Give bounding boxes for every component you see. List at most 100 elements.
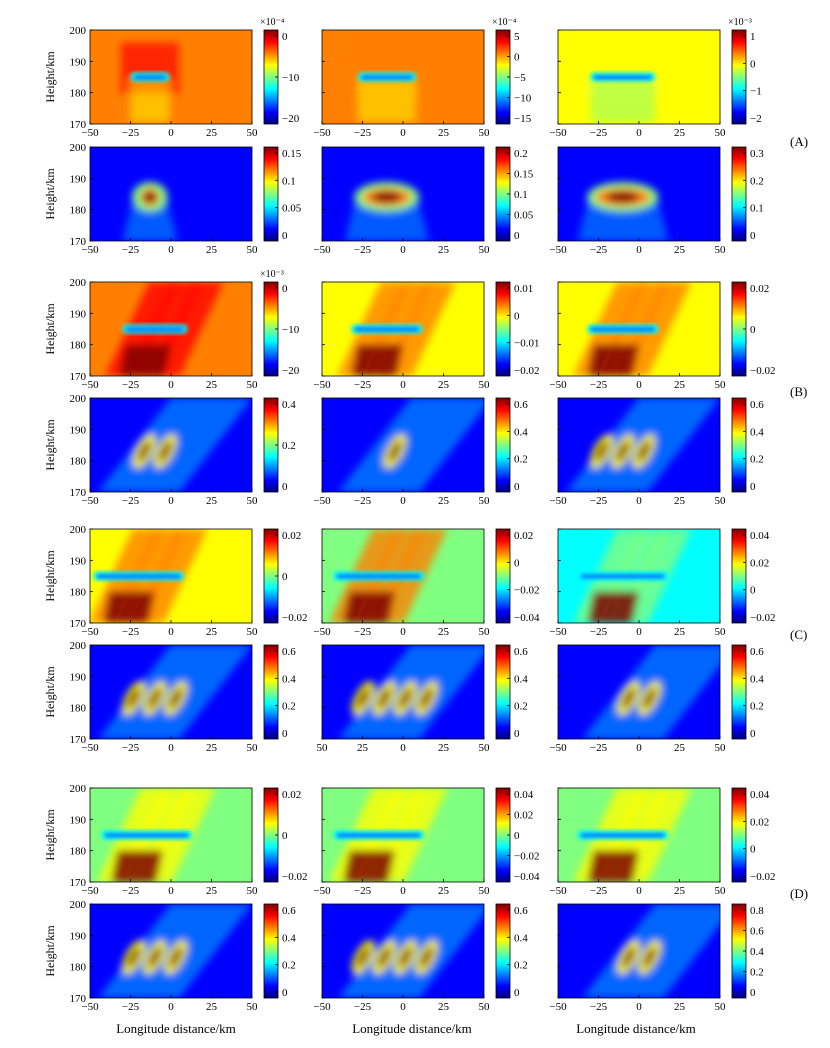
y-tick-label: 200 xyxy=(70,142,87,154)
heatmap-field xyxy=(90,529,252,623)
y-axis-title: Height/km xyxy=(43,419,57,471)
wave-crest xyxy=(356,687,371,710)
x-tick-label: 50 xyxy=(479,127,491,139)
field-smooth xyxy=(577,182,669,241)
x-tick-label: −50 xyxy=(549,742,567,754)
x-tick-label: −25 xyxy=(590,1001,608,1013)
colorbar-tick-label: 0.15 xyxy=(514,169,534,181)
colorbar-tick-label: 0.02 xyxy=(282,789,301,801)
x-axis-title-col2: Longitude distance/km xyxy=(352,1021,472,1036)
y-tick-label: 200 xyxy=(70,899,87,911)
colorbar-exponent: ×10⁻⁴ xyxy=(260,17,285,28)
depletion-layer xyxy=(587,324,659,334)
colorbar-tick-label: 0.2 xyxy=(514,960,528,972)
heatmap-field xyxy=(558,645,720,739)
y-tick-label: 200 xyxy=(70,783,87,795)
x-tick-label: −50 xyxy=(81,379,99,391)
x-tick-label: 0 xyxy=(400,127,406,139)
hot-core xyxy=(351,344,403,376)
x-tick-label: 50 xyxy=(479,495,491,507)
x-tick-label: 0 xyxy=(400,495,406,507)
y-axis-title: Height/km xyxy=(43,550,57,602)
field-smooth xyxy=(566,398,720,492)
heatmap-field xyxy=(322,398,484,492)
x-axis-title-col3: Longitude distance/km xyxy=(576,1021,696,1036)
colorbar-tick-label: −0.02 xyxy=(514,585,539,597)
heatmap-field xyxy=(558,788,720,882)
depletion-layer xyxy=(590,72,656,82)
heatmap-field xyxy=(558,30,720,124)
x-tick-label: −50 xyxy=(313,379,331,391)
colorbar xyxy=(731,644,747,740)
depletion-layer xyxy=(130,72,170,82)
heatmap-field xyxy=(90,788,252,882)
wave-envelope xyxy=(338,398,484,492)
colorbar-tick-label: 0.2 xyxy=(514,148,528,160)
x-tick-label: 0 xyxy=(400,379,406,391)
colorbar-tick-label: 0.6 xyxy=(514,905,528,917)
y-tick-label: 170 xyxy=(70,993,87,1005)
x-tick-label: 50 xyxy=(715,742,727,754)
colorbar-tick-label: 0.4 xyxy=(514,932,528,944)
group-label-a: (A) xyxy=(790,134,808,149)
x-tick-label: 50 xyxy=(715,379,727,391)
colorbar-tick-label: 0.05 xyxy=(282,203,302,215)
x-tick-label: 25 xyxy=(674,127,686,139)
colorbar-tick-label: 1 xyxy=(750,31,756,43)
colorbar-tick-label: −10 xyxy=(514,93,532,105)
x-tick-label: −50 xyxy=(313,495,331,507)
heatmap-field xyxy=(322,282,484,376)
panel-a1: −50 −25 0 25 50 170 180 190 200 Height/km 0 −10 −20 ×… xyxy=(43,17,300,139)
wave-crest xyxy=(419,687,434,710)
x-tick-label: 0 xyxy=(168,244,174,256)
hot-core xyxy=(343,850,395,882)
glow-core xyxy=(372,191,402,203)
y-tick-label: 180 xyxy=(70,703,87,715)
heatmap-field xyxy=(322,529,484,623)
x-tick-label: −25 xyxy=(590,127,608,139)
colorbar-tick-label: 0.2 xyxy=(282,960,296,972)
colorbar-tick-label: −20 xyxy=(282,365,300,377)
x-tick-label: 0 xyxy=(636,127,642,139)
wave-crest xyxy=(388,440,402,463)
y-tick-label: 180 xyxy=(70,456,87,468)
y-tick-label: 190 xyxy=(70,173,87,185)
y-axis-title: Height/km xyxy=(43,168,57,220)
colorbar-tick-label: −0.02 xyxy=(750,612,775,624)
x-tick-label: 0 xyxy=(400,885,406,897)
x-tick-label: −25 xyxy=(354,626,372,638)
depletion-layer xyxy=(577,571,669,581)
colorbar xyxy=(263,644,279,740)
x-tick-label: 25 xyxy=(206,885,218,897)
x-tick-label: −50 xyxy=(549,127,567,139)
colorbar-tick-label: 0.3 xyxy=(750,148,764,160)
colorbar-tick-label: 0 xyxy=(282,728,288,740)
depletion-layer xyxy=(351,324,423,334)
colorbar-tick-label: 0 xyxy=(514,557,520,569)
colorbar-tick-label: 0.02 xyxy=(282,530,301,542)
panels-layer: −50 −25 0 25 50 170 180 190 200 Height/km 0 −10 −20 ×… xyxy=(43,17,775,1013)
x-tick-label: −50 xyxy=(81,127,99,139)
heatmap-field xyxy=(90,282,252,376)
colorbar-tick-label: 0.1 xyxy=(282,175,296,187)
wave-crest xyxy=(616,440,630,463)
heatmap-field xyxy=(558,904,720,998)
hot-core xyxy=(587,591,639,623)
heatmap-field xyxy=(322,904,484,998)
x-tick-label: −50 xyxy=(81,742,99,754)
x-tick-label: −50 xyxy=(313,244,331,256)
y-tick-label: 170 xyxy=(70,877,87,889)
panel-b2: −50 −25 0 25 50 0.01 0 −0.01 −0.02 xyxy=(313,281,539,391)
x-tick-label: 25 xyxy=(674,379,686,391)
colorbar-tick-label: 0.2 xyxy=(750,701,764,713)
x-tick-label: 25 xyxy=(674,1001,686,1013)
y-tick-label: 180 xyxy=(70,340,87,352)
colorbar-tick-label: −15 xyxy=(514,113,532,125)
colorbar-tick-label: 0.02 xyxy=(750,557,769,569)
colorbar-tick-label: −10 xyxy=(282,324,300,336)
panel-b6: −50 −25 0 25 50 0.6 0.4 0.2 0 xyxy=(549,397,764,507)
x-tick-label: 0 xyxy=(400,742,406,754)
colorbar-tick-label: 0 xyxy=(282,283,288,295)
wave-crest xyxy=(158,440,173,463)
